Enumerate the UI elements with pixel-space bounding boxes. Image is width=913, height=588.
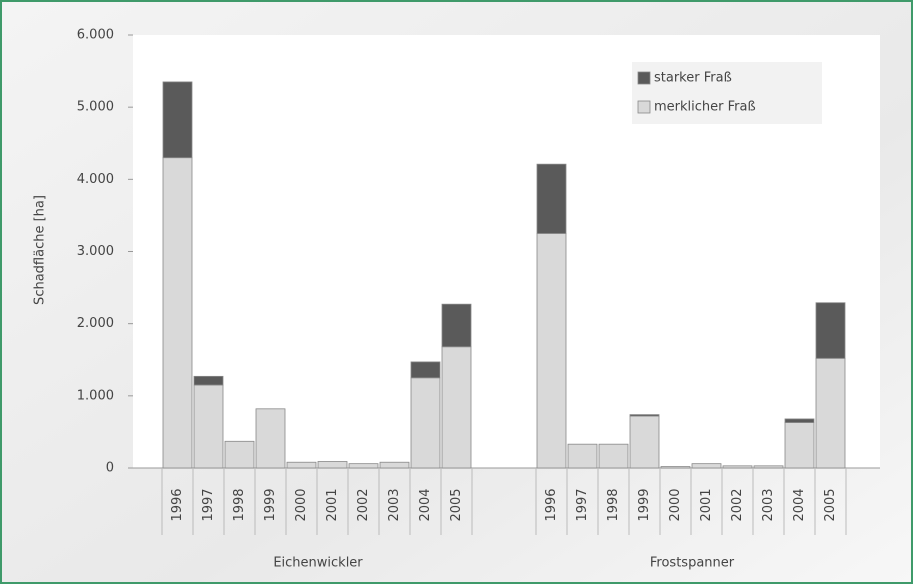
bar-segment [753,465,784,469]
bar-segment [598,443,629,469]
bar-segment [286,461,317,469]
bar-segment [162,81,193,159]
x-tick-label: 1998 [232,488,247,521]
x-tick-label: 1999 [637,488,652,521]
x-tick-label: 2000 [294,488,309,521]
group-label: Frostspanner [650,556,735,571]
bar-segment [629,415,660,469]
bar-segment [629,414,660,417]
y-tick-label: 4.000 [77,172,114,187]
x-tick-label: 2000 [668,488,683,521]
bar-segment [567,443,598,469]
bar-segment [722,465,753,469]
bar-segment [410,361,441,379]
x-tick-label: 2005 [449,488,464,521]
bar-segment [815,357,846,469]
y-tick-label: 1.000 [77,388,114,403]
legend-box [632,62,822,124]
bar-segment [224,440,255,469]
x-tick-label: 2002 [730,488,745,521]
bar-segment [162,157,193,469]
x-tick-label: 1996 [544,488,559,521]
legend-swatch [637,100,651,114]
y-tick-label: 0 [106,461,114,476]
y-axis-label: Schadfläche [ha] [33,195,48,305]
x-tick-label: 1997 [575,488,590,521]
x-tick-label: 1996 [170,488,185,521]
x-tick-label: 2003 [387,488,402,521]
x-tick-label: 2003 [761,488,776,521]
bar-segment [784,418,815,423]
x-tick-label: 2005 [823,488,838,521]
x-tick-label: 1998 [606,488,621,521]
bar-segment [379,461,410,469]
group-label: Eichenwickler [273,556,363,571]
bar-segment [348,463,379,469]
bar-segment [317,461,348,469]
y-tick-label: 2.000 [77,316,114,331]
legend-label: merklicher Fraß [654,100,756,115]
bar-segment [536,163,567,234]
bar-segment [815,302,846,359]
x-tick-label: 2001 [699,488,714,521]
bar-segment [255,408,286,469]
bar-segment [193,375,224,386]
y-tick-label: 5.000 [77,100,114,115]
x-tick-label: 1999 [263,488,278,521]
legend-label: starker Fraß [654,71,732,86]
bar-segment [660,466,691,469]
x-tick-label: 1997 [201,488,216,521]
x-tick-label: 2001 [325,488,340,521]
x-tick-label: 2004 [418,488,433,521]
bar-segment [193,384,224,469]
bar-segment [784,422,815,469]
bar-segment [441,303,472,348]
y-tick-label: 6.000 [77,28,114,43]
bar-segment [691,463,722,469]
x-tick-label: 2004 [792,488,807,521]
legend-swatch [637,71,651,85]
bar-segment [410,377,441,469]
x-tick-label: 2002 [356,488,371,521]
bar-segment [536,233,567,469]
y-tick-label: 3.000 [77,244,114,259]
bar-segment [441,346,472,469]
